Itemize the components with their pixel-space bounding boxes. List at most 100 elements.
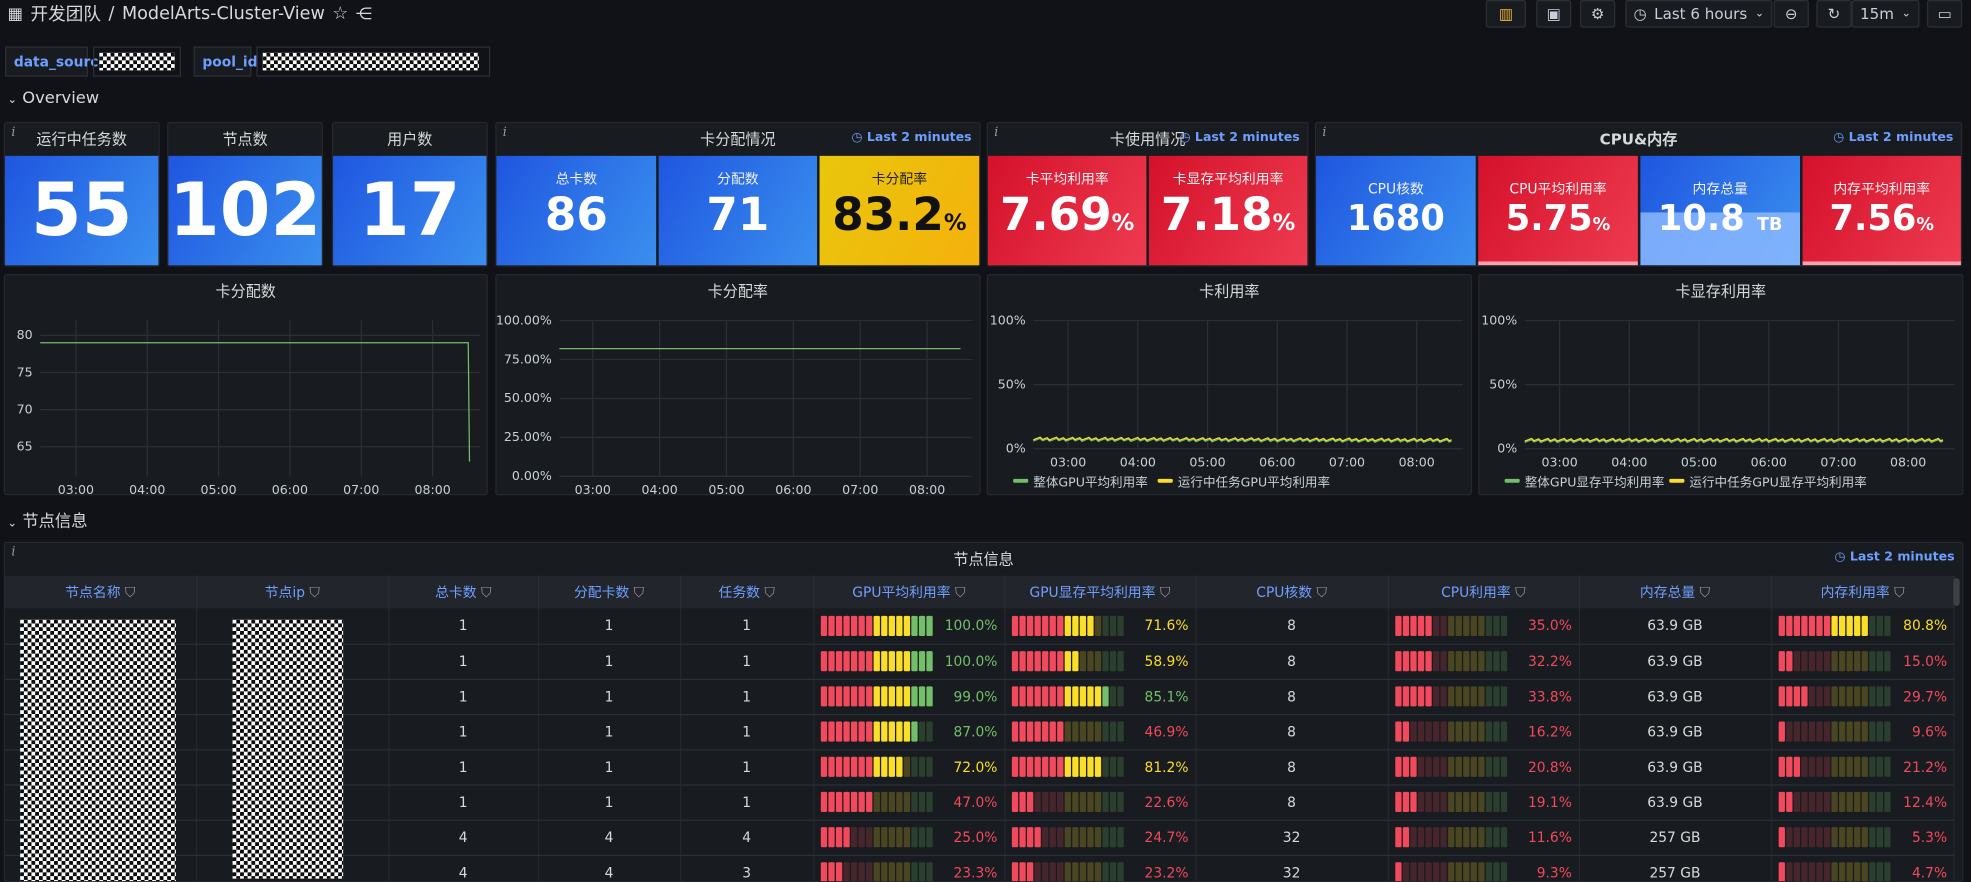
gauge-segment: [1500, 615, 1507, 636]
settings-button[interactable]: ⚙: [1580, 0, 1616, 28]
table-cell: 1: [388, 749, 539, 785]
legend-item[interactable]: 运行中任务GPU显存平均利用率: [1669, 471, 1867, 490]
scrollbar[interactable]: [1953, 578, 1960, 606]
gauge-cell: 81.2%: [1004, 749, 1197, 785]
column-header[interactable]: 内存总量 ⛉: [1578, 575, 1772, 609]
chart-card-mem-util[interactable]: 100% 50% 0% 03:00 04:00 05:00 06:00 07:00 08:00: [1479, 275, 1964, 496]
gauge-segment: [1064, 721, 1071, 742]
column-header[interactable]: 节点名称 ⛉: [5, 575, 197, 609]
dashboard-title[interactable]: ModelArts-Cluster-View: [121, 3, 325, 24]
legend-item[interactable]: 整体GPU平均利用率: [1013, 471, 1148, 490]
gauge-segment: [1462, 651, 1469, 672]
info-icon[interactable]: i: [994, 125, 999, 140]
table-row[interactable]: 1 1 1 99.0% 85.1% 8 33.8% 63.9 GB 29.7%: [5, 678, 1955, 715]
refresh-icon: ↻: [1827, 5, 1841, 23]
gauge-segment: [1079, 721, 1086, 742]
gauge-value: 85.1%: [1144, 688, 1189, 705]
gauge-segment: [842, 827, 850, 848]
panel-title[interactable]: 运行中任务数: [36, 130, 127, 149]
share-icon[interactable]: ⋲: [355, 4, 373, 24]
refresh-interval-picker[interactable]: 15m ⌄: [1851, 0, 1920, 28]
panel-title[interactable]: 卡利用率: [1199, 282, 1260, 301]
column-header[interactable]: GPU显存平均利用率 ⛉: [1004, 575, 1197, 609]
chart-alloc-count[interactable]: 80 75 70 65 03:00 04:00 05:00 06:00 07:00 08:00: [5, 275, 489, 497]
panel-title[interactable]: 卡显存利用率: [1675, 282, 1767, 301]
filter-icon[interactable]: ⛉: [629, 584, 645, 601]
gauge-segment: [1785, 862, 1792, 882]
table-row[interactable]: 1 1 1 100.0% 71.6% 8 35.0% 63.9 GB 80.8%: [5, 608, 1955, 645]
pool-id-variable-select[interactable]: [256, 46, 491, 77]
y-tick-label: 25.00%: [504, 429, 552, 444]
y-tick-label: 75.00%: [504, 351, 552, 366]
gauge-segment: [827, 756, 835, 777]
time-picker[interactable]: ◷ Last 6 hours ⌄: [1625, 0, 1773, 28]
gauge-segment: [827, 862, 835, 882]
gauge-segment: [1056, 686, 1063, 707]
card-usage-panel: i 卡使用情况 ◷ Last 2 minutes 卡平均利用率 7.69% 卡显存…: [986, 121, 1309, 267]
zoom-out-button[interactable]: ⊖: [1773, 0, 1809, 28]
panel-title[interactable]: CPU&内存: [1599, 130, 1678, 149]
apps-grid-icon[interactable]: ▦: [7, 4, 23, 24]
gauge-segment: [1033, 615, 1041, 636]
filter-icon[interactable]: ⛉: [1312, 584, 1327, 601]
row-overview[interactable]: ⌄ Overview: [8, 89, 100, 108]
add-panel-button[interactable]: ▥: [1485, 0, 1526, 28]
panel-title[interactable]: 用户数: [387, 130, 433, 149]
panel-title[interactable]: 卡分配率: [707, 282, 769, 301]
gauge-segment: [895, 721, 902, 742]
bar-gauge: [1011, 791, 1124, 813]
column-header[interactable]: CPU核数 ⛉: [1195, 575, 1389, 609]
table-row[interactable]: 4 4 4 25.0% 24.7% 32 11.6% 257 GB 5.3%: [5, 819, 1955, 856]
star-icon[interactable]: ☆: [332, 3, 349, 24]
legend-item[interactable]: 整体GPU显存平均利用率: [1504, 471, 1664, 490]
gauge-segment: [865, 651, 872, 672]
gauge-segment: [1116, 756, 1124, 777]
filter-icon[interactable]: ⛉: [1695, 584, 1710, 601]
table-row[interactable]: 1 1 1 87.0% 46.9% 8 16.2% 63.9 GB 9.6%: [5, 713, 1955, 750]
chart-card-util[interactable]: 100% 50% 0% 03:00 04:00 05:00 06:00 07:00 08:00: [988, 275, 1473, 496]
filter-icon[interactable]: ⛉: [1510, 584, 1526, 601]
tv-mode-button[interactable]: ▭: [1926, 0, 1963, 28]
chart-alloc-rate[interactable]: 100.00% 75.00% 50.00% 25.00% 0.00% 03:00 04:00…: [497, 275, 982, 497]
gauge-segment: [1883, 862, 1890, 882]
panel-title[interactable]: 卡使用情况: [1109, 130, 1186, 149]
column-header[interactable]: 分配卡数 ⛉: [537, 575, 681, 609]
filter-icon[interactable]: ⛉: [120, 584, 136, 601]
column-header[interactable]: 任务数 ⛉: [680, 575, 814, 609]
refresh-button[interactable]: ↻: [1816, 0, 1852, 28]
stat-unit: %: [1111, 209, 1135, 237]
filter-icon[interactable]: ⛉: [1155, 584, 1171, 601]
data-source-variable-select[interactable]: [93, 46, 182, 77]
filter-icon[interactable]: ⛉: [476, 584, 492, 601]
panel-title[interactable]: 节点信息: [953, 550, 1014, 569]
gauge-segment: [888, 827, 895, 848]
gauge-cell: 23.3%: [813, 854, 1005, 882]
filter-icon[interactable]: ⛉: [304, 584, 320, 601]
gauge-cell: 9.3%: [1387, 854, 1580, 882]
info-icon[interactable]: i: [11, 545, 16, 560]
bar-gauge: [1778, 615, 1890, 636]
table-cell: 8: [1195, 749, 1389, 785]
gauge-segment: [1785, 651, 1792, 672]
folder-link[interactable]: 开发团队: [30, 5, 101, 26]
filter-icon[interactable]: ⛉: [760, 584, 775, 601]
info-icon[interactable]: i: [502, 125, 507, 140]
gauge-segment: [1094, 721, 1101, 742]
filter-icon[interactable]: ⛉: [1889, 584, 1905, 601]
info-icon[interactable]: i: [1322, 125, 1327, 140]
gauge-segment: [1109, 791, 1116, 813]
row-node-info[interactable]: ⌄ 节点信息: [8, 508, 88, 532]
panel-title[interactable]: 节点数: [222, 130, 268, 149]
column-header[interactable]: GPU平均利用率 ⛉: [813, 575, 1005, 609]
column-header[interactable]: 节点ip ⛉: [196, 575, 390, 609]
save-button[interactable]: ▣: [1536, 0, 1572, 28]
gauge-segment: [1778, 862, 1785, 882]
panel-title[interactable]: 卡分配情况: [700, 130, 776, 149]
legend-item[interactable]: 运行中任务GPU平均利用率: [1157, 471, 1330, 490]
column-header[interactable]: 总卡数 ⛉: [388, 575, 539, 609]
filter-icon[interactable]: ⛉: [950, 584, 966, 601]
info-icon[interactable]: i: [11, 125, 16, 140]
column-header[interactable]: 内存利用率 ⛉: [1771, 575, 1955, 609]
panel-title[interactable]: 卡分配数: [215, 282, 276, 301]
column-header[interactable]: CPU利用率 ⛉: [1387, 575, 1580, 609]
